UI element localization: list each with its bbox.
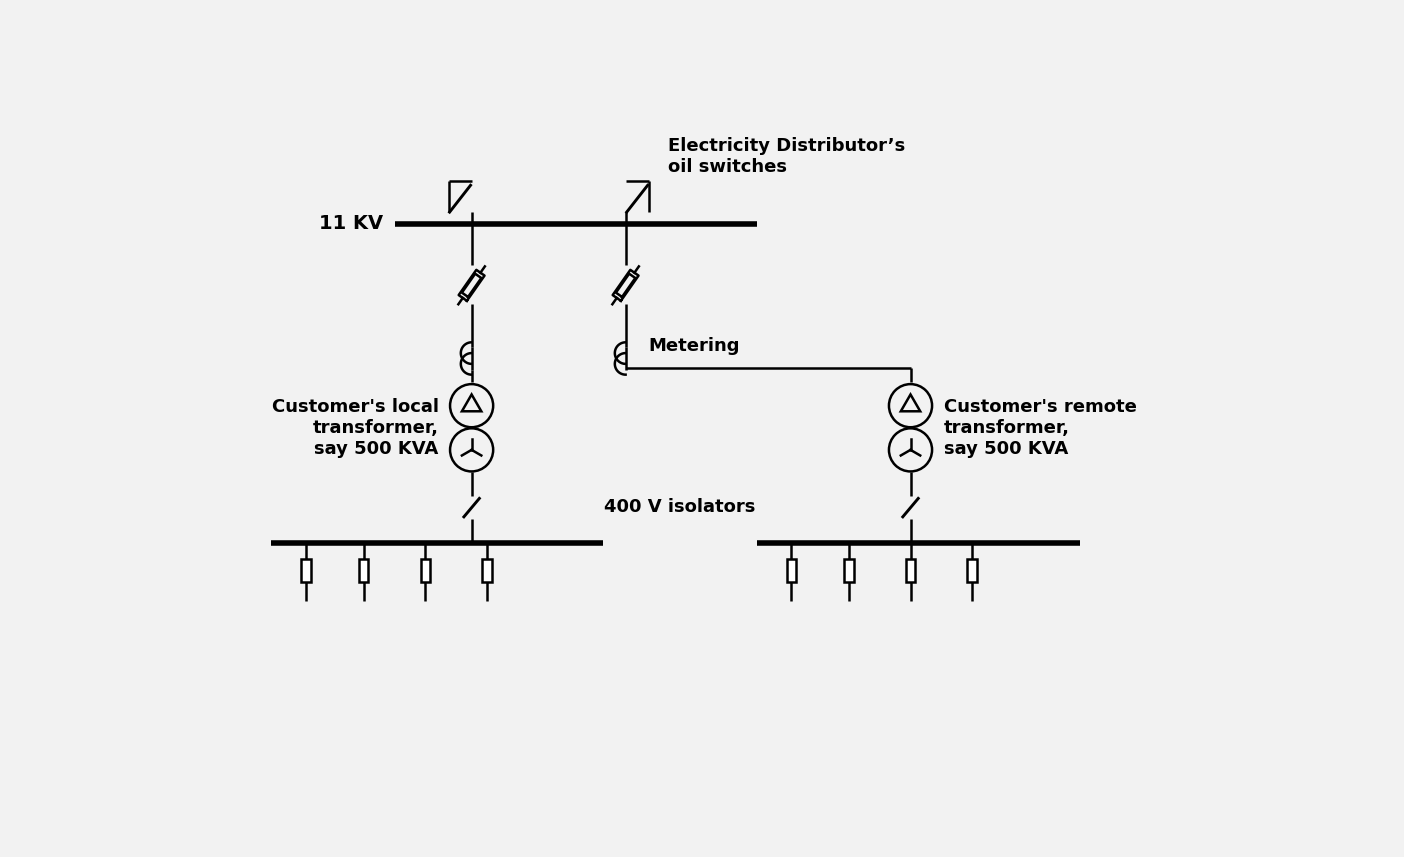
Bar xyxy=(786,559,796,582)
Text: Metering: Metering xyxy=(649,337,740,355)
Bar xyxy=(421,559,430,582)
Text: 11 KV: 11 KV xyxy=(319,214,383,233)
Bar xyxy=(844,559,854,582)
Bar xyxy=(483,559,491,582)
Bar xyxy=(906,559,915,582)
Text: Customer's local
transformer,
say 500 KVA: Customer's local transformer, say 500 KV… xyxy=(271,398,438,458)
Bar xyxy=(302,559,310,582)
Text: Customer's remote
transformer,
say 500 KVA: Customer's remote transformer, say 500 K… xyxy=(943,398,1136,458)
Text: Electricity Distributor’s
oil switches: Electricity Distributor’s oil switches xyxy=(668,137,906,176)
Text: 400 V isolators: 400 V isolators xyxy=(604,498,755,516)
Bar xyxy=(967,559,977,582)
Bar xyxy=(359,559,368,582)
